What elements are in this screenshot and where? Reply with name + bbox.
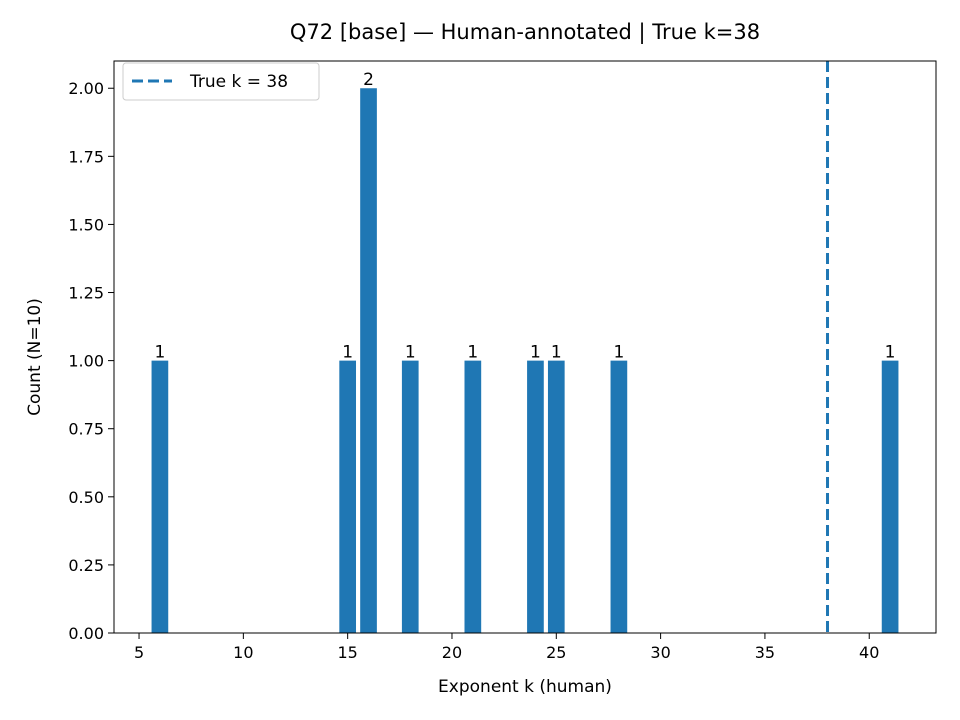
bar: [464, 360, 482, 633]
bar-data-label: 1: [154, 343, 165, 363]
bar-data-label: 1: [613, 343, 624, 363]
x-tick-label: 25: [546, 643, 566, 662]
x-tick-label: 40: [859, 643, 879, 662]
bar: [401, 360, 419, 633]
y-tick-label: 0.00: [68, 624, 104, 643]
bar-data-label: 1: [885, 343, 896, 363]
chart-title: Q72 [base] — Human-annotated | True k=38: [290, 20, 760, 45]
x-tick-label: 10: [233, 643, 253, 662]
bar-data-label: 1: [551, 343, 562, 363]
y-axis-label: Count (N=10): [25, 298, 45, 416]
legend-frame: [122, 62, 320, 101]
y-tick-label: 1.75: [68, 147, 104, 166]
y-tick-label: 0.25: [68, 556, 104, 575]
bar: [610, 360, 628, 633]
x-tick-label: 5: [134, 643, 144, 662]
bar-data-label: 1: [342, 343, 353, 363]
axes-frame: [113, 60, 937, 634]
bar-data-label: 2: [363, 70, 374, 90]
bar: [360, 88, 377, 633]
bar-data-label: 1: [405, 343, 416, 363]
x-tick-label: 30: [650, 643, 670, 662]
bar: [151, 360, 169, 633]
bar-data-label: 1: [467, 343, 478, 363]
y-tick-label: 0.75: [68, 420, 104, 439]
y-tick-label: 1.25: [68, 284, 104, 303]
bar: [339, 360, 357, 633]
bar: [547, 360, 565, 633]
bar: [527, 360, 544, 633]
bar: [881, 360, 899, 633]
bar-data-label: 1: [530, 343, 541, 363]
x-axis-label: Exponent k (human): [438, 677, 612, 697]
y-tick-label: 2.00: [68, 79, 104, 98]
legend: True k = 38: [122, 62, 320, 101]
y-tick-label: 1.50: [68, 215, 104, 234]
y-tick-label: 1.00: [68, 352, 104, 371]
x-tick-label: 35: [755, 643, 775, 662]
y-tick-label: 0.50: [68, 488, 104, 507]
legend-entry-true-k: True k = 38: [189, 72, 288, 92]
plot-area: 1 121 1 1 1 1 15 10 15 20 25 30 35 400.000.250.500.75…: [68, 60, 937, 662]
x-tick-label: 15: [337, 643, 357, 662]
x-tick-label: 20: [442, 643, 462, 662]
